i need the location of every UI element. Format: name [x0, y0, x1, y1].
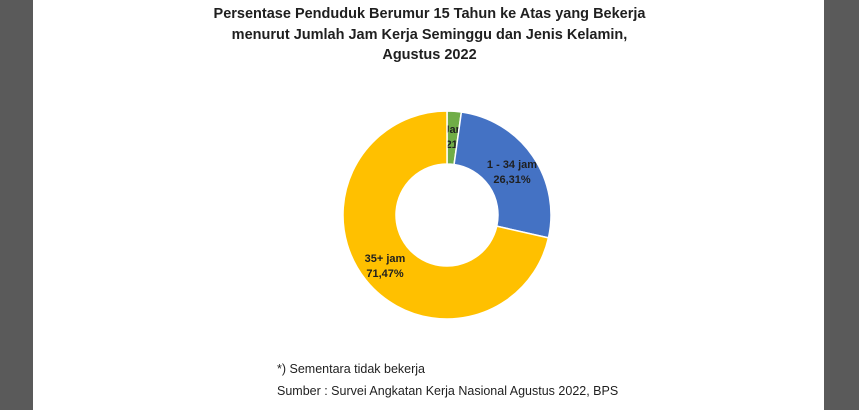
- footnote-source: Sumber : Survei Angkatan Kerja Nasional …: [277, 384, 619, 398]
- slice-35-jam: [342, 110, 550, 320]
- chart-title: Persentase Penduduk Berumur 15 Tahun ke …: [0, 4, 859, 66]
- chart-title-line-3: Agustus 2022: [382, 47, 477, 63]
- footnote-note: *) Sementara tidak bekerja: [277, 362, 425, 376]
- slice-label-1-34-jam: 1 - 34 jam: [487, 159, 537, 171]
- slice-1-34-jam: [453, 111, 552, 239]
- slice-value-1-34-jam: 26,31%: [493, 174, 531, 186]
- slice-label-35-jam: 35+ jam: [365, 253, 406, 265]
- chart-title-line-1: Persentase Penduduk Berumur 15 Tahun ke …: [213, 6, 646, 22]
- slice-value-35-jam: 71,47%: [366, 268, 404, 280]
- chart-title-line-2: menurut Jumlah Jam Kerja Seminggu dan Je…: [231, 26, 628, 43]
- document-page: [33, 0, 824, 410]
